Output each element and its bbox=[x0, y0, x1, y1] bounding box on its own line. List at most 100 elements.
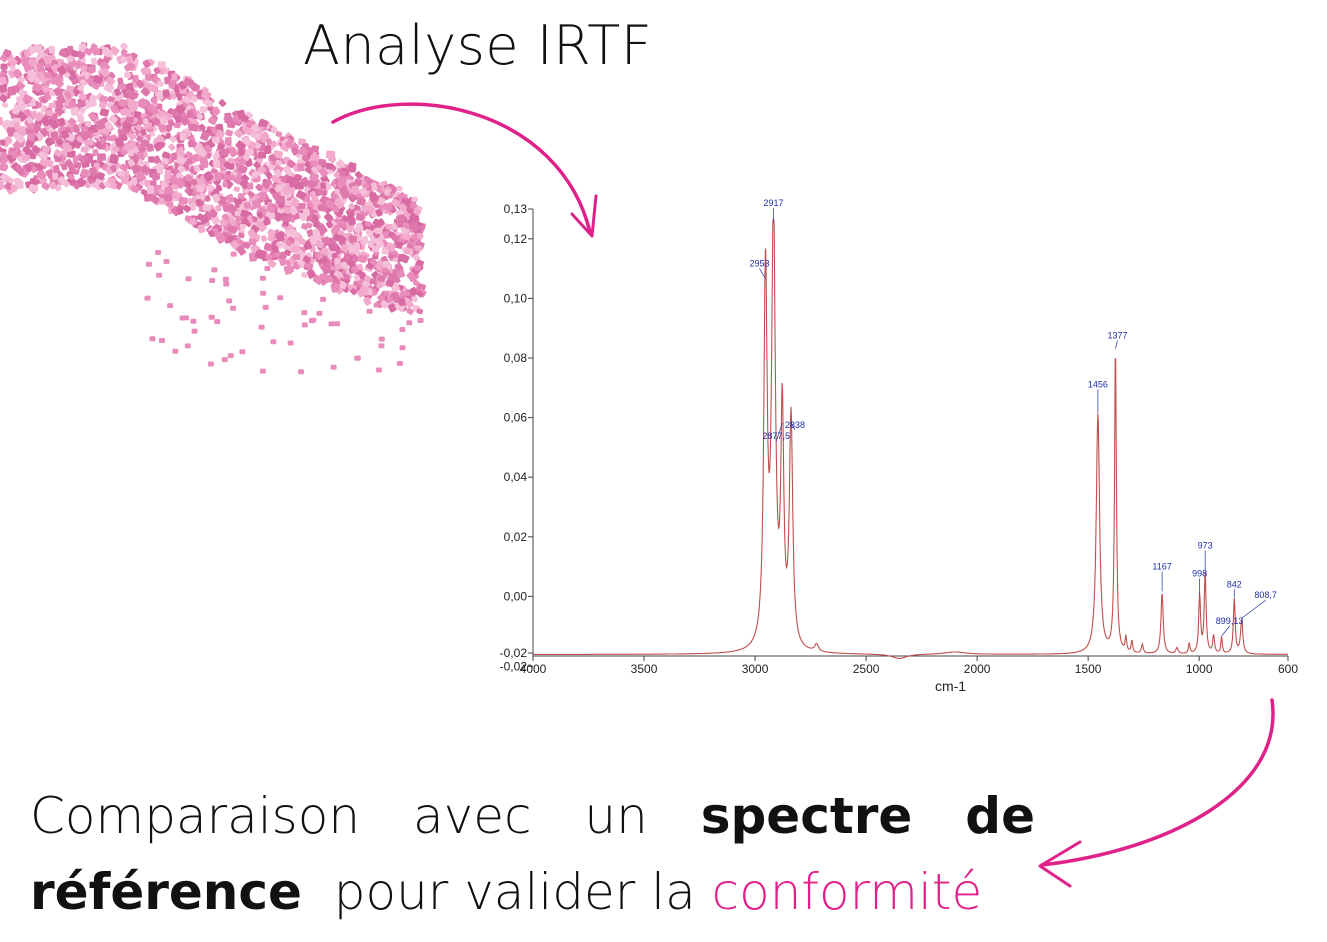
pellet bbox=[310, 317, 317, 323]
pellet bbox=[30, 166, 38, 173]
pellet bbox=[99, 143, 106, 150]
pellet bbox=[0, 54, 8, 63]
pellet bbox=[4, 135, 13, 145]
pellet bbox=[304, 262, 312, 270]
pellet bbox=[346, 224, 354, 233]
pellet bbox=[22, 154, 31, 162]
pellet bbox=[380, 300, 389, 309]
pellet bbox=[12, 140, 23, 151]
pellet bbox=[271, 245, 279, 253]
pellet bbox=[291, 146, 300, 156]
pellet bbox=[93, 74, 104, 85]
peak-label: 1167 bbox=[1152, 561, 1171, 571]
pellet bbox=[306, 147, 314, 154]
pellet bbox=[221, 357, 228, 363]
pellet bbox=[385, 223, 393, 230]
pellet bbox=[184, 343, 191, 349]
pellet bbox=[60, 129, 70, 139]
pellet bbox=[24, 163, 33, 172]
pellet bbox=[261, 235, 267, 242]
pellet bbox=[136, 150, 145, 159]
pellet bbox=[382, 261, 391, 269]
pellet bbox=[76, 113, 85, 122]
y-tick-label: -0,02 bbox=[500, 646, 528, 660]
pellet bbox=[164, 169, 172, 178]
pellet bbox=[292, 175, 301, 183]
pellet bbox=[318, 158, 327, 166]
x-tick-label: 1500 bbox=[1075, 662, 1102, 676]
pellet bbox=[292, 253, 301, 261]
pellet bbox=[233, 186, 240, 193]
pellet bbox=[5, 120, 14, 128]
pellet bbox=[299, 146, 309, 156]
pellet bbox=[265, 138, 273, 146]
pellet bbox=[35, 45, 44, 55]
pellet bbox=[144, 179, 151, 187]
pellet bbox=[355, 213, 365, 222]
pellet bbox=[285, 239, 293, 247]
pellet bbox=[41, 84, 50, 94]
pellet bbox=[127, 159, 135, 167]
pellet bbox=[264, 266, 271, 271]
pellet bbox=[76, 177, 87, 188]
pellet bbox=[268, 153, 277, 162]
pellet bbox=[226, 121, 236, 129]
pellet bbox=[336, 182, 344, 189]
pellet bbox=[124, 126, 130, 133]
pellet bbox=[398, 298, 406, 306]
pellet bbox=[270, 140, 277, 148]
pellet bbox=[360, 285, 367, 293]
pellet bbox=[280, 215, 288, 222]
pellet bbox=[281, 186, 291, 195]
pellet bbox=[195, 142, 203, 150]
pellet bbox=[117, 170, 125, 178]
pellet bbox=[328, 243, 336, 252]
pellet bbox=[248, 238, 257, 246]
pellet bbox=[79, 79, 87, 87]
pellet bbox=[62, 142, 70, 148]
pellet bbox=[201, 90, 211, 100]
pellet bbox=[190, 318, 197, 324]
pellet bbox=[156, 163, 165, 171]
pellet bbox=[416, 308, 424, 315]
pellet bbox=[26, 121, 36, 131]
pellet bbox=[325, 220, 333, 229]
pellet bbox=[296, 190, 307, 200]
pellet bbox=[208, 208, 218, 218]
pellet bbox=[312, 228, 321, 238]
pellet bbox=[155, 91, 163, 99]
pellet bbox=[17, 103, 26, 112]
pellet bbox=[227, 174, 235, 181]
pellet bbox=[125, 61, 136, 71]
pellet bbox=[353, 274, 361, 282]
pellet bbox=[309, 172, 319, 182]
pellet bbox=[412, 253, 421, 262]
pellet bbox=[225, 194, 235, 204]
pellet bbox=[280, 176, 288, 182]
pellet bbox=[350, 265, 359, 274]
pellet bbox=[242, 241, 251, 249]
peak-label: 2838 bbox=[785, 420, 805, 430]
pellet bbox=[361, 279, 371, 288]
pellet bbox=[109, 182, 117, 190]
pellet bbox=[157, 122, 167, 133]
pellet bbox=[145, 73, 152, 82]
pellet bbox=[230, 219, 236, 226]
pellet bbox=[387, 303, 397, 313]
pellet bbox=[0, 173, 9, 182]
pellet bbox=[218, 99, 227, 107]
pellet bbox=[354, 355, 361, 361]
pellet bbox=[396, 220, 404, 228]
pellet bbox=[207, 361, 214, 367]
pellet bbox=[150, 171, 160, 182]
pellet bbox=[354, 226, 362, 234]
pellet bbox=[177, 204, 184, 212]
pellet bbox=[369, 192, 378, 202]
caption-accent-word: conformité bbox=[711, 863, 983, 921]
pellet bbox=[391, 282, 400, 292]
peak-label-leader bbox=[1241, 599, 1266, 619]
pellet bbox=[348, 162, 357, 170]
peak-label: 1377 bbox=[1107, 331, 1127, 341]
pellet bbox=[72, 156, 79, 163]
pellet bbox=[259, 118, 269, 128]
